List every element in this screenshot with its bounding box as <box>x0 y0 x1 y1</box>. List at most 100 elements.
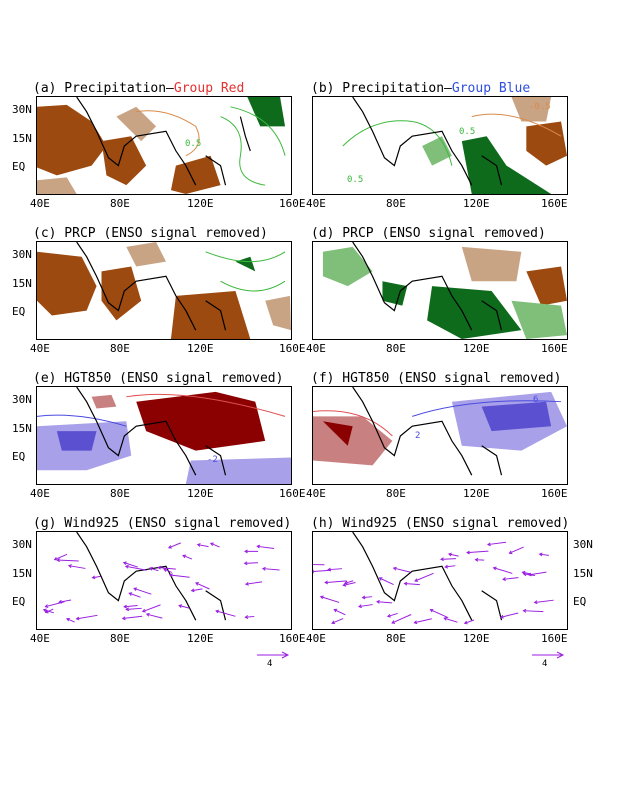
lat-tick-label: 30N <box>12 393 32 406</box>
wind-vector <box>168 542 181 549</box>
lat-tick-label: EQ <box>12 305 26 318</box>
wind-vector-head <box>133 587 138 591</box>
lat-tick-label: 15N <box>12 567 32 580</box>
wind-vector <box>257 545 275 550</box>
wind-vector-head <box>66 617 70 622</box>
wind-vector-head <box>361 595 366 600</box>
wind-vector <box>523 573 536 576</box>
wind-vector <box>245 581 263 585</box>
wind-vector-head <box>42 608 47 613</box>
lon-tick-label: 80E <box>110 487 130 500</box>
wind-vector <box>539 553 549 556</box>
panel-a-title-group: Group Red <box>173 81 245 96</box>
wind-vector <box>509 546 524 554</box>
wind-vector-head <box>145 612 150 617</box>
lat-tick-label: 30N <box>12 103 32 116</box>
wind-vector-head <box>429 608 434 613</box>
wind-vector <box>92 575 101 579</box>
panel-b-title: (b) Precipitation—Group Blue <box>311 82 530 96</box>
panel-b-contour-label-pos: 0.5 <box>459 127 476 137</box>
lat-tick-label: 15N <box>12 422 32 435</box>
wind-vector-head <box>492 566 497 571</box>
panel-g-vector-ref-arrow <box>257 651 290 659</box>
lon-tick-label: 40E <box>30 487 50 500</box>
wind-vector-head <box>391 620 396 624</box>
wind-vector-head <box>168 573 173 578</box>
panel-h-title: (h) Wind925 (ENSO signal removed) <box>311 516 570 531</box>
wind-vector <box>404 582 420 586</box>
wind-vector <box>387 612 398 617</box>
panel-a-title-prefix: (a) Precipitation— <box>33 81 174 96</box>
panel-c-title: (c) PRCP (ENSO signal removed) <box>33 226 268 241</box>
wind-vector <box>169 574 190 578</box>
lon-tick-label: 120E <box>187 487 214 500</box>
lon-tick-label: 160E <box>541 342 568 355</box>
wind-vector-head <box>463 620 468 625</box>
wind-vector-head <box>522 608 527 613</box>
wind-vector <box>445 565 456 568</box>
wind-vector-head <box>522 572 527 577</box>
lon-tick-label: 40E <box>306 632 326 645</box>
lat-tick-label: EQ <box>12 595 26 608</box>
lon-tick-label: 120E <box>187 197 214 210</box>
panel-g-title: (g) Wind925 (ENSO signal removed) <box>33 516 292 531</box>
wind-vector-head <box>331 620 336 625</box>
wind-vector-head <box>122 561 127 566</box>
wind-vector-head <box>403 581 408 586</box>
lon-tick-label: 80E <box>110 632 130 645</box>
panel-a-map: 0.5 <box>36 96 292 195</box>
wind-vector-head <box>358 604 362 609</box>
wind-vector <box>245 615 255 618</box>
wind-vector <box>45 608 54 613</box>
panel-a-contour-label: 0.5 <box>185 139 202 149</box>
wind-vector-head <box>502 577 506 582</box>
lon-tick-label: 160E <box>541 632 568 645</box>
wind-vector-head <box>538 552 543 557</box>
wind-vector <box>133 587 152 595</box>
wind-vector <box>344 580 354 584</box>
wind-vector <box>528 571 547 576</box>
panel-e-contour-label: -2 <box>207 455 218 465</box>
wind-vector-head <box>256 544 261 549</box>
lon-tick-label: 120E <box>463 632 490 645</box>
panel-d-title: (d) PRCP (ENSO signal removed) <box>311 226 546 241</box>
wind-vector <box>502 577 519 580</box>
lon-tick-label: 80E <box>386 342 406 355</box>
wind-vector <box>210 542 220 548</box>
panel-c-map <box>36 241 292 340</box>
wind-vector <box>430 609 449 619</box>
wind-vector <box>376 601 392 604</box>
lat-tick-label-right: 30N <box>573 538 593 551</box>
wind-vector-head <box>244 615 249 619</box>
wind-vector <box>122 615 143 620</box>
wind-vector <box>124 605 138 608</box>
lat-tick-label: 30N <box>12 248 32 261</box>
lat-tick-label: EQ <box>12 160 26 173</box>
lon-tick-label: 160E <box>541 487 568 500</box>
lon-tick-label: 80E <box>110 342 130 355</box>
wind-vector-head <box>244 549 248 554</box>
wind-vector-head <box>124 564 129 569</box>
wind-vector <box>534 599 554 603</box>
wind-vector-head <box>67 564 72 568</box>
wind-vector <box>45 601 65 608</box>
wind-vector <box>126 607 142 610</box>
panel-h-vector-ref-label: 4 <box>542 659 548 669</box>
wind-vector-head <box>392 566 397 571</box>
wind-vector <box>146 613 163 619</box>
lon-tick-label: 80E <box>386 487 406 500</box>
wind-vector <box>163 568 173 573</box>
wind-vector-head <box>196 543 201 547</box>
lon-tick-label: 120E <box>463 487 490 500</box>
lon-tick-label: 40E <box>30 632 50 645</box>
wind-vector-head <box>378 577 383 581</box>
panel-b-title-prefix: (b) Precipitation— <box>311 81 452 96</box>
wind-vector <box>414 618 432 624</box>
wind-vector-head <box>141 608 146 613</box>
wind-vector-head <box>195 582 199 586</box>
wind-vector <box>448 553 459 557</box>
wind-vector <box>158 567 176 570</box>
lon-tick-label: 120E <box>187 342 214 355</box>
wind-vector-head <box>466 550 470 555</box>
wind-vector-head <box>342 582 347 587</box>
